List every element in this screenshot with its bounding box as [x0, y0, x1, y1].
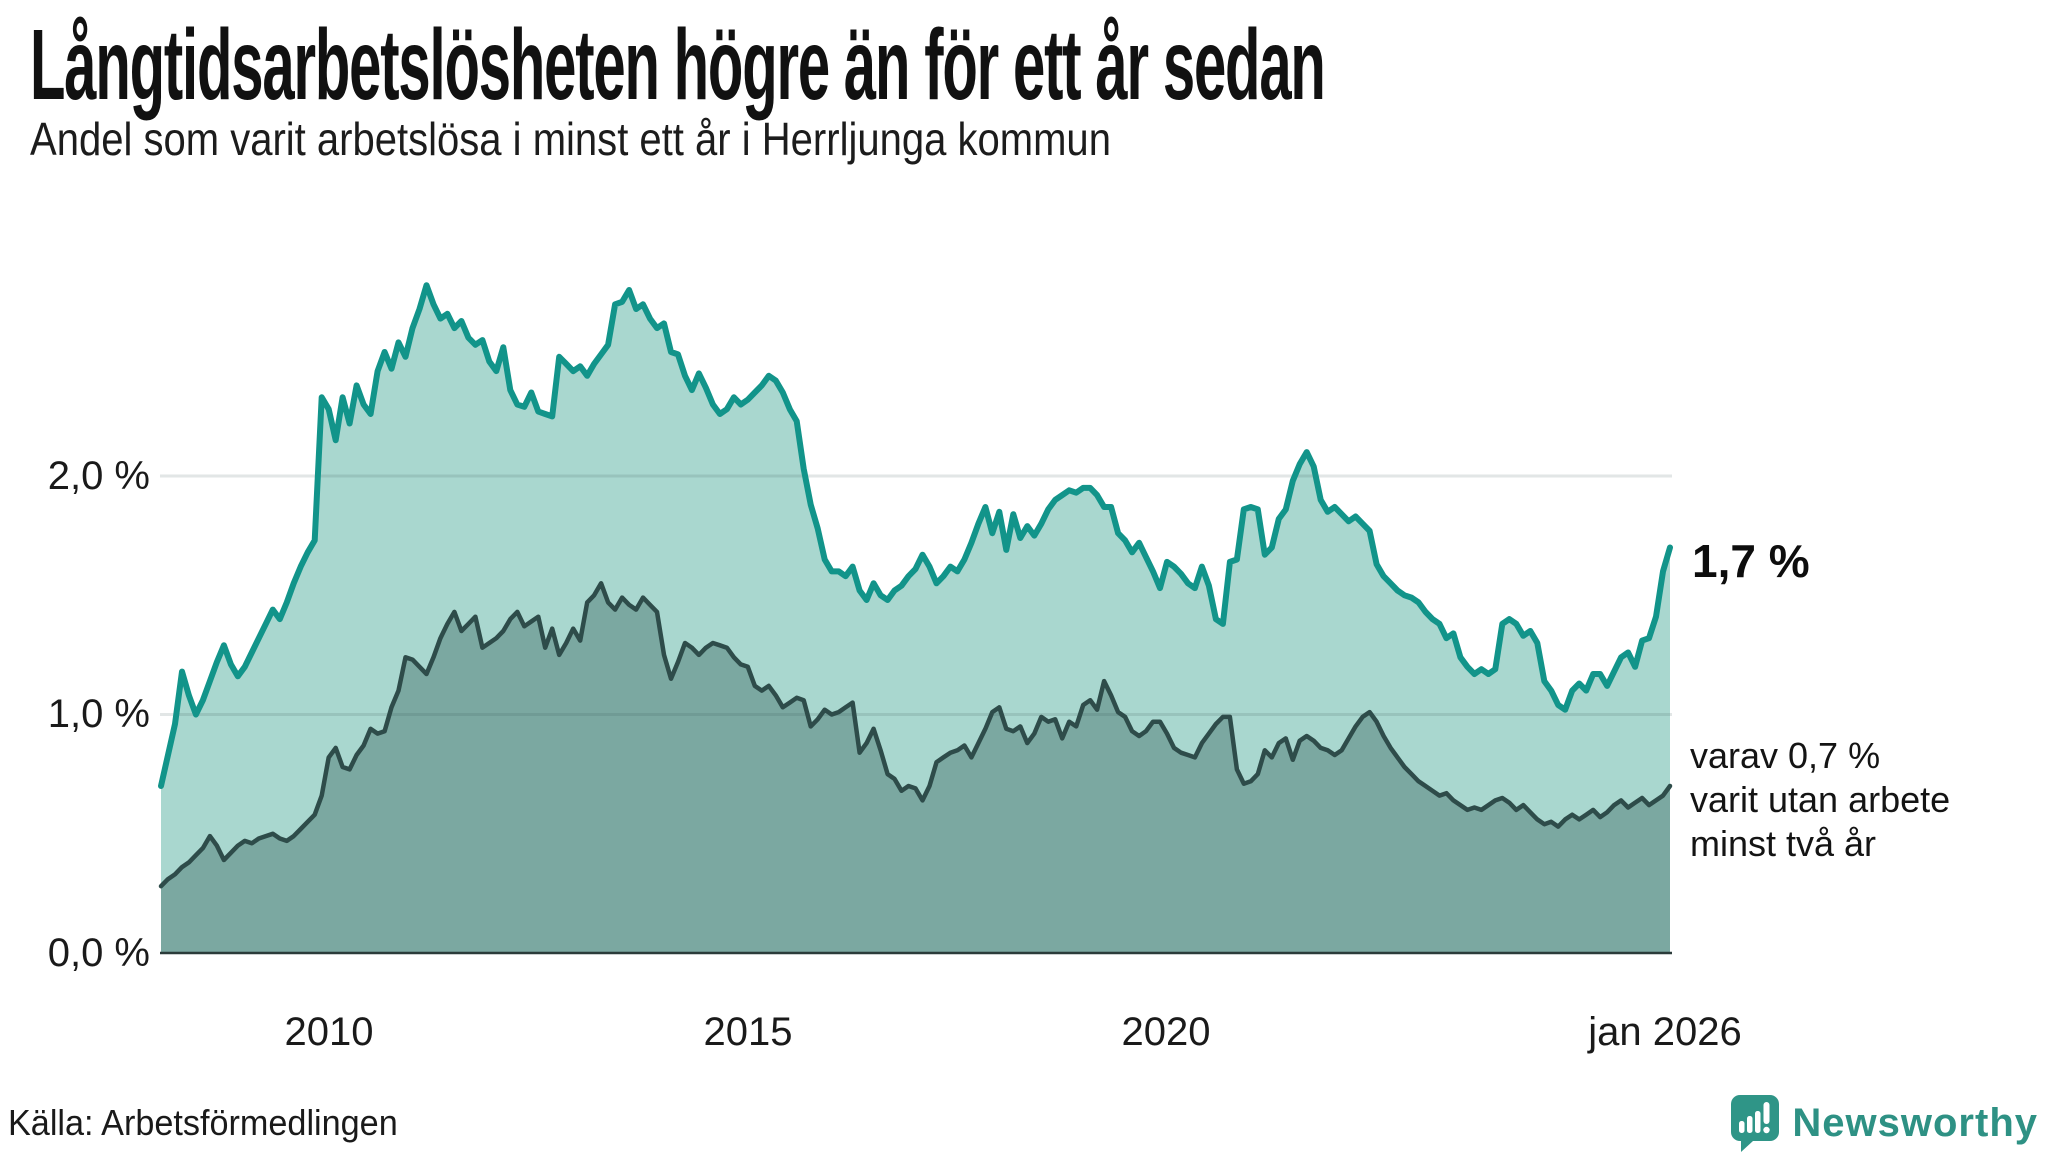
subseries-annotation: varav 0,7 % varit utan arbete minst två …: [1690, 734, 1950, 866]
x-axis-tick-2015: 2015: [703, 1010, 793, 1054]
subseries-annotation-line1: varav 0,7 %: [1690, 735, 1881, 776]
x-axis-tick-2020: 2020: [1121, 1010, 1211, 1054]
newsworthy-bubble-chart-icon: [1731, 1095, 1780, 1152]
y-axis-tick-0: 0,0 %: [47, 931, 150, 975]
latest-value-label: 1,7 %: [1692, 535, 1810, 587]
chart-subtitle: Andel som varit arbetslösa i minst ett å…: [30, 113, 1111, 165]
sub-area-fill: [161, 583, 1670, 953]
subseries-annotation-line3: minst två år: [1690, 823, 1877, 864]
sub-series-line: [158, 581, 1673, 889]
y-axis-tick-1: 1,0 %: [47, 692, 150, 736]
source-note: Källa: Arbetsförmedlingen: [8, 1102, 398, 1143]
total-series-line: [158, 282, 1673, 789]
newsworthy-wordmark: Newsworthy: [1792, 1100, 2038, 1145]
x-axis-tick-2010: 2010: [284, 1010, 374, 1054]
subseries-annotation-line2: varit utan arbete: [1690, 779, 1951, 820]
chart-title: Långtidsarbetslösheten högre än för ett …: [30, 9, 1326, 121]
y-axis-tick-2: 2,0 %: [47, 454, 150, 498]
x-axis-tick-jan2026: jan 2026: [1588, 1010, 1742, 1054]
newsworthy-logo: Newsworthy: [1730, 1094, 2038, 1152]
